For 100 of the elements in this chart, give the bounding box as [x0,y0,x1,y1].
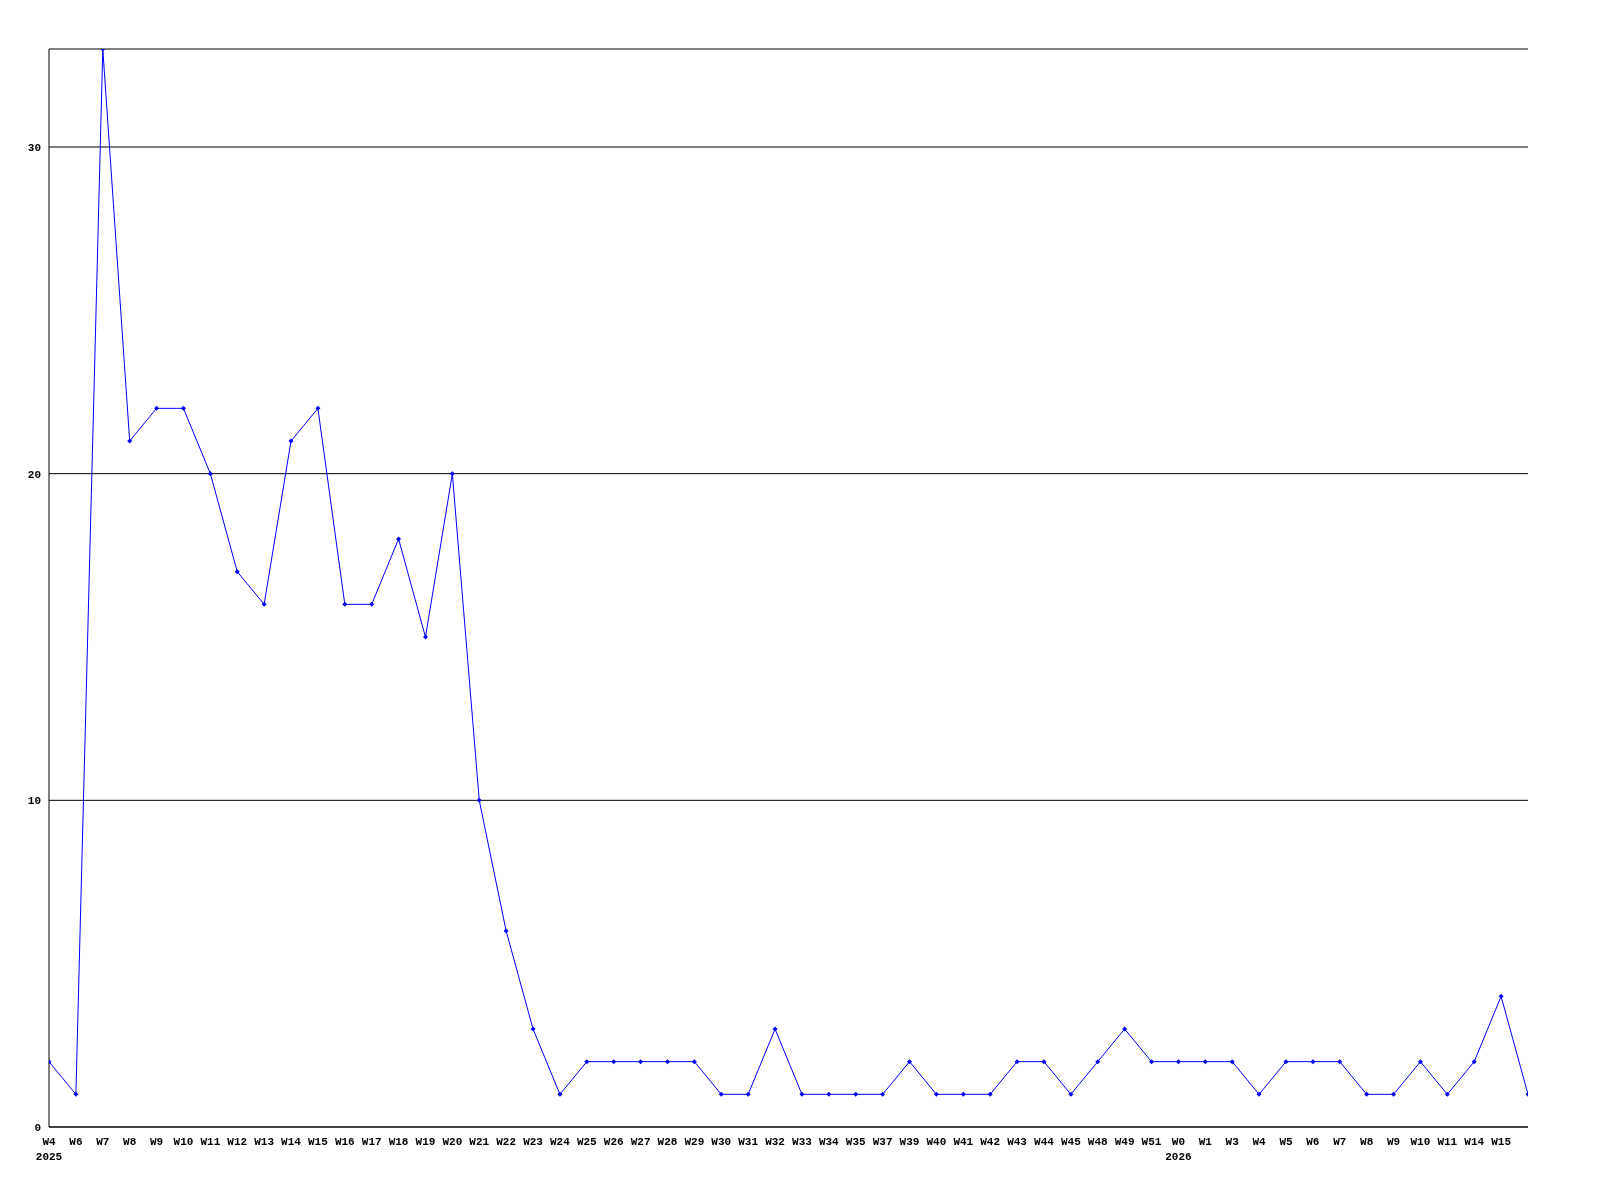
x-tick-label: W8 [123,1136,137,1148]
point [1498,993,1504,999]
point [907,1059,913,1065]
point [234,569,240,575]
x-tick-label: W5 [1279,1136,1293,1148]
point [987,1091,993,1097]
point [1068,1091,1074,1097]
point [1041,1059,1047,1065]
point [745,1091,751,1097]
x-tick-label: W6 [1306,1136,1320,1148]
x-tick-label: W26 [603,1136,624,1148]
point [449,471,455,477]
point [718,1091,724,1097]
point [880,1091,886,1097]
point [1256,1091,1262,1097]
point [557,1091,563,1097]
y-tick-label: 0 [34,1121,41,1134]
point [933,1091,939,1097]
point [1337,1059,1343,1065]
point [369,601,375,607]
point [853,1091,859,1097]
x-tick-label: W27 [630,1136,651,1148]
x-tick-label: W15 [308,1136,329,1148]
x-tick-label: W44 [1034,1136,1055,1148]
x-tick-label: W17 [361,1136,382,1148]
point [584,1059,590,1065]
x-tick-label: W19 [415,1136,436,1148]
point [960,1091,966,1097]
x-tick-label: W43 [1007,1136,1028,1148]
x-tick-label: W28 [657,1136,678,1148]
point [154,405,160,411]
x-tick-label: W10 [1410,1136,1431,1148]
point [799,1091,805,1097]
x-tick-label: W40 [926,1136,947,1148]
x-tick-label: W20 [442,1136,463,1148]
x-tick-label: W51 [1141,1136,1162,1148]
x-tick-label: W35 [845,1136,867,1148]
point [638,1059,644,1065]
x-tick-label: W15 [1491,1136,1512,1148]
point [342,601,348,607]
x-tick-label: W41 [953,1136,974,1148]
x-tick-label: W48 [1087,1136,1109,1148]
x-tick-label: W11 [200,1136,221,1148]
x-tick-label: W37 [872,1136,893,1148]
x-tick-label: W45 [1060,1136,1082,1148]
x-tick-label: W4 2025 [35,1136,63,1163]
point [1202,1059,1208,1065]
point [1417,1059,1423,1065]
point [288,438,294,444]
point [1175,1059,1181,1065]
point [664,1059,670,1065]
x-tick-label: W29 [684,1136,705,1148]
point [1229,1059,1235,1065]
x-tick-label: W42 [980,1136,1001,1148]
point [772,1026,778,1032]
x-tick-label: W32 [765,1136,785,1148]
point [1391,1091,1397,1097]
y-tick-label: 30 [27,141,41,154]
x-tick-label: W13 [254,1136,275,1148]
point [476,797,482,803]
x-tick-label: W9 [149,1136,164,1148]
point [1444,1091,1450,1097]
x-tick-label: W22 [496,1136,517,1148]
point [396,536,402,542]
point [261,601,267,607]
point [207,471,213,477]
point [1014,1059,1020,1065]
x-tick-label: W3 [1225,1136,1240,1148]
point [691,1059,697,1065]
x-tick-label: W34 [818,1136,840,1148]
point [180,405,186,411]
x-tick-label: W11 [1437,1136,1458,1148]
x-tick-label: W14 [281,1136,302,1148]
point [503,928,509,934]
x-tick-label: W30 [711,1136,732,1148]
x-tick-label: W16 [334,1136,355,1148]
point [422,634,428,640]
x-tick-label: W4 [1252,1136,1267,1148]
y-tick-label: 10 [27,795,41,808]
point [611,1059,617,1065]
x-tick-label: W0 2026 [1165,1136,1192,1163]
x-tick-label: W7 [96,1136,110,1148]
x-tick-label: W10 [173,1136,194,1148]
x-tick-label: W18 [388,1136,409,1148]
point [315,405,321,411]
point [1471,1059,1477,1065]
point [1149,1059,1155,1065]
x-tick-label: W1 [1198,1136,1213,1148]
x-tick-label: W8 [1360,1136,1374,1148]
x-tick-label: W23 [523,1136,544,1148]
x-tick-label: W33 [792,1136,813,1148]
x-tick-label: W49 [1114,1136,1135,1148]
x-tick-label: W21 [469,1136,490,1148]
point [73,1091,79,1097]
x-tick-label: W12 [227,1136,248,1148]
x-tick-label: W14 [1464,1136,1485,1148]
x-tick-label: W7 [1333,1136,1347,1148]
point [826,1091,832,1097]
x-tick-label: W31 [738,1136,759,1148]
point [1122,1026,1128,1032]
